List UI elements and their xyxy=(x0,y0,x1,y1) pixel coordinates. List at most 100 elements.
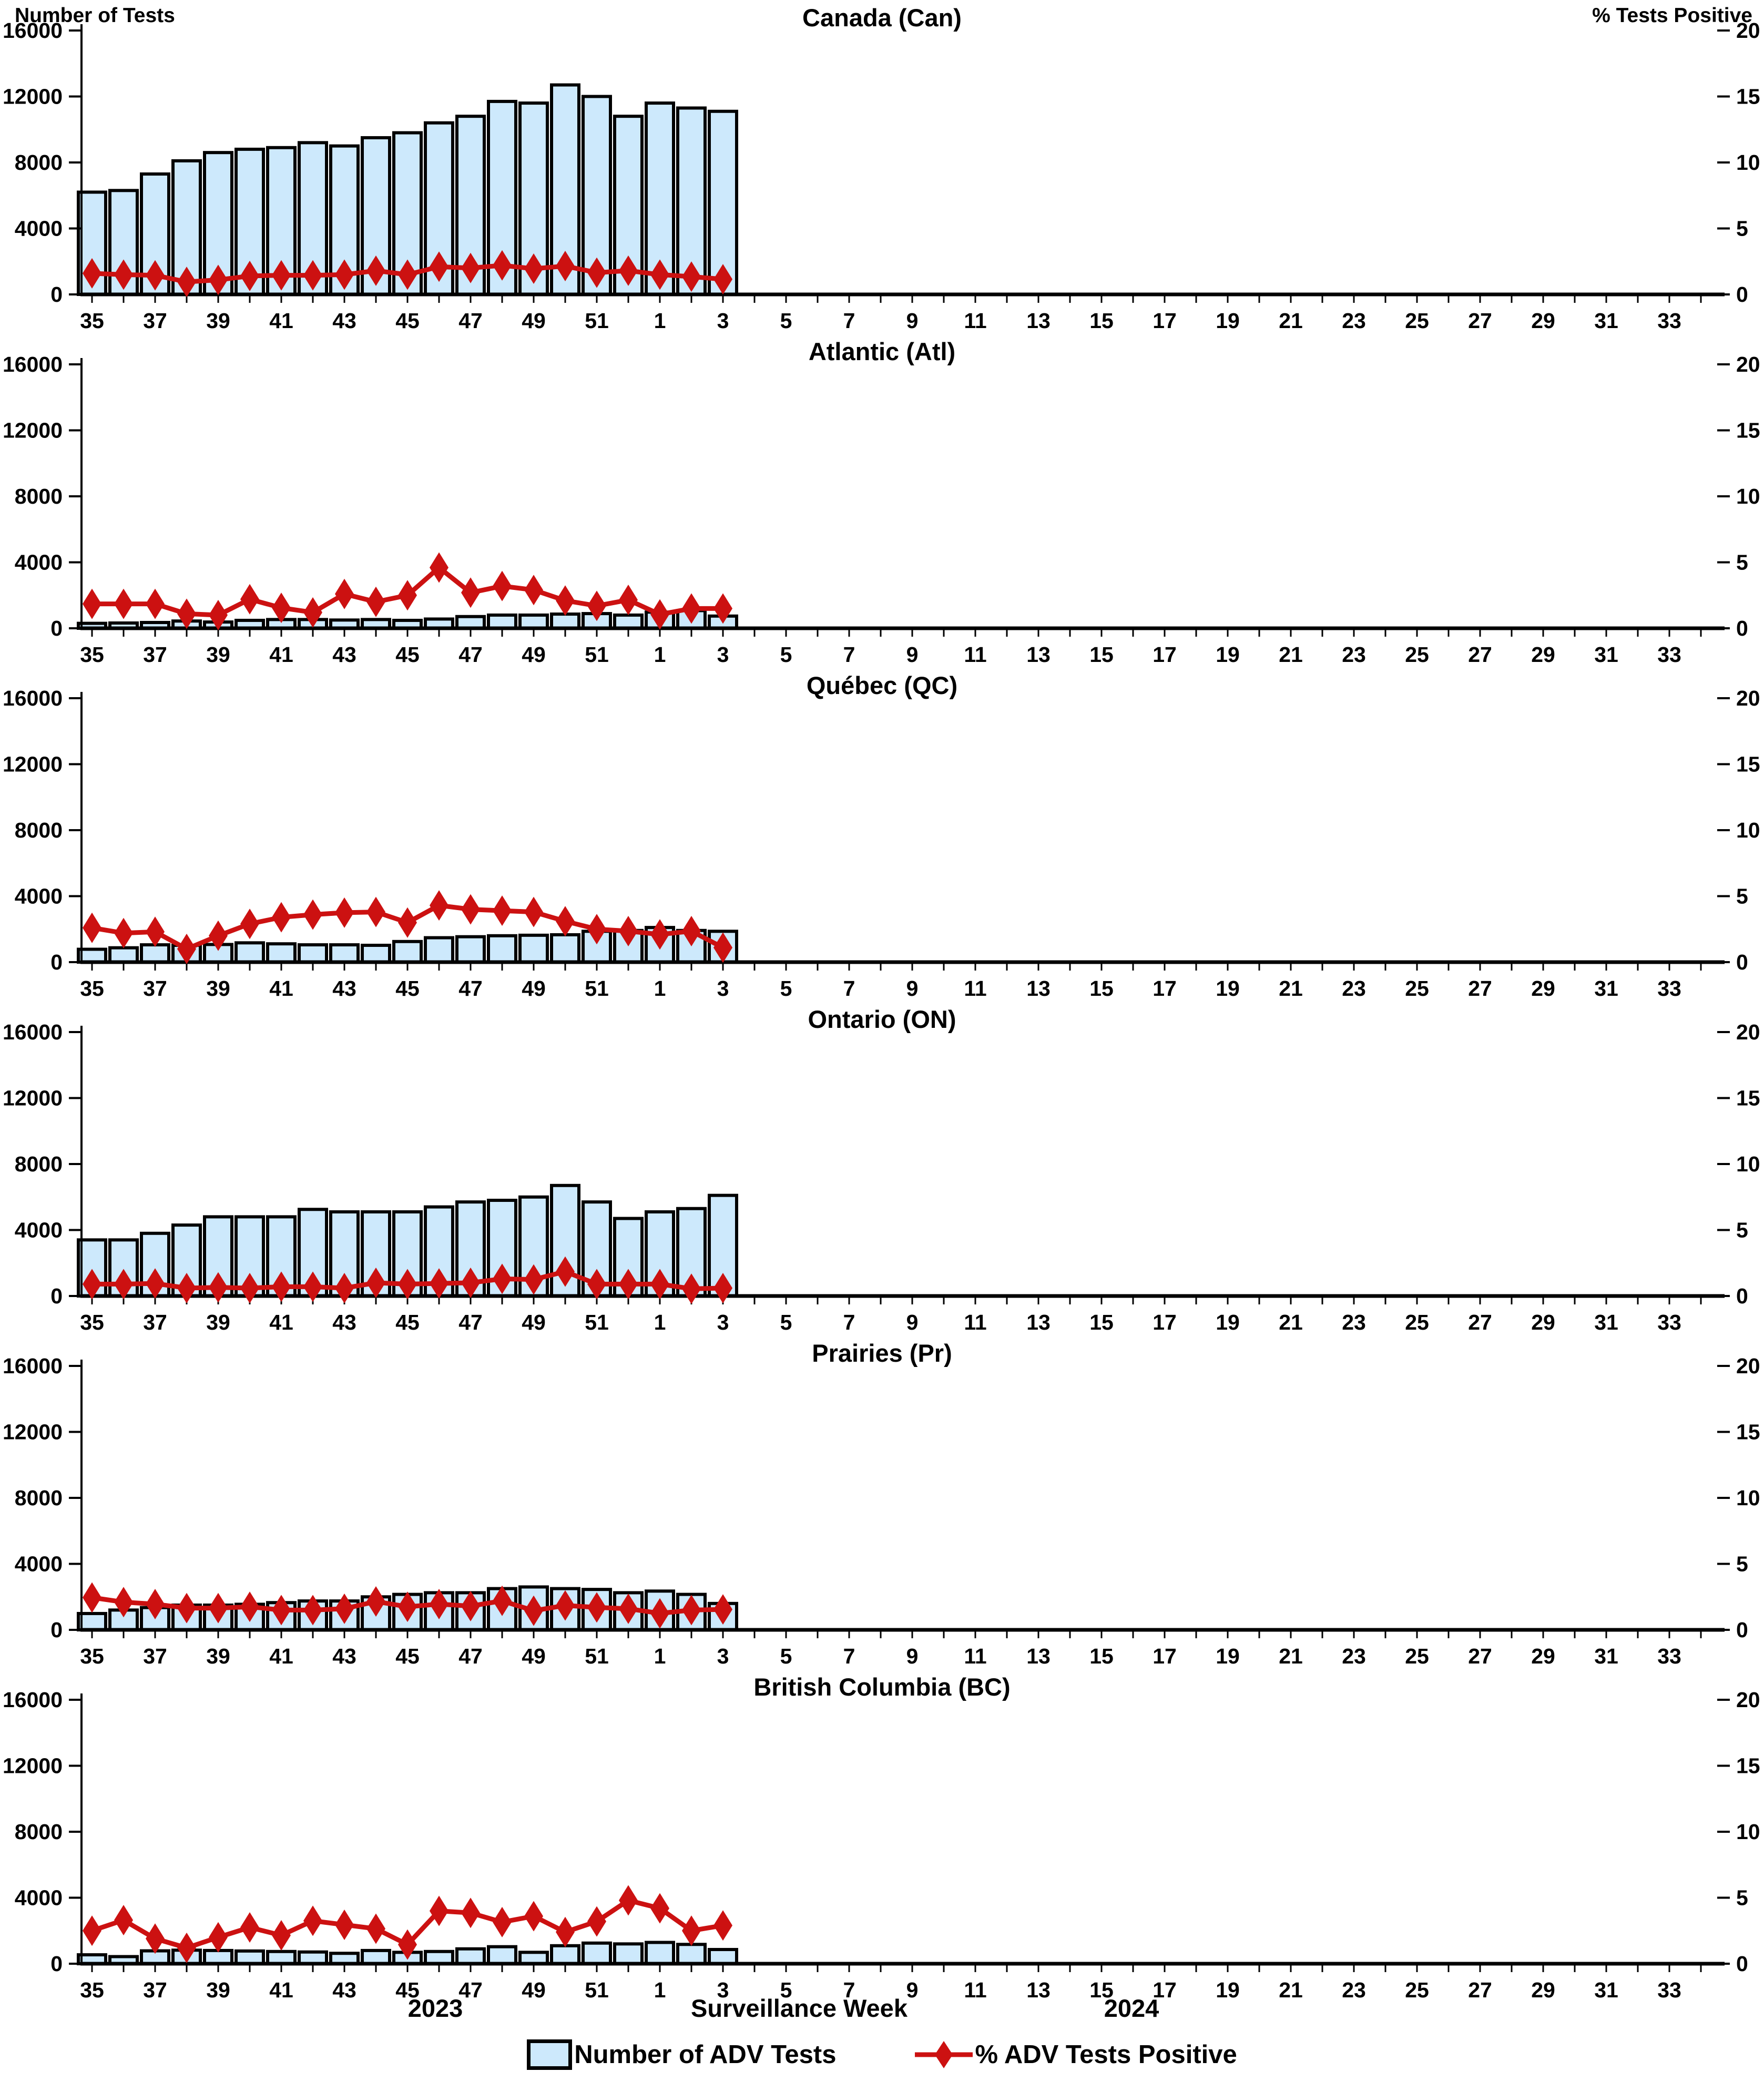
pct-marker-week-47 xyxy=(461,1590,480,1621)
week-label: 15 xyxy=(1089,1644,1114,1668)
week-label: 23 xyxy=(1342,1310,1366,1334)
week-label: 29 xyxy=(1531,1310,1555,1334)
pct-marker-week-3 xyxy=(713,1910,732,1941)
week-label: 11 xyxy=(964,1978,986,2002)
pct-marker-week-43 xyxy=(335,897,354,928)
week-label: 41 xyxy=(269,309,293,333)
pct-marker-week-41 xyxy=(272,902,291,933)
pct-marker-week-52 xyxy=(619,255,638,286)
pct-marker-week-41 xyxy=(272,1271,291,1302)
pct-marker-week-2 xyxy=(682,593,701,624)
week-label: 43 xyxy=(332,976,356,1001)
week-label: 31 xyxy=(1594,1978,1618,2002)
right-axis-tick-label: 20 xyxy=(1736,686,1760,710)
week-label: 33 xyxy=(1657,642,1681,667)
pct-marker-week-38 xyxy=(177,1932,196,1963)
pct-marker-week-38 xyxy=(177,1593,196,1624)
week-label: 17 xyxy=(1153,1978,1177,2002)
pct-marker-week-40 xyxy=(240,260,259,291)
week-label: 9 xyxy=(906,1644,919,1668)
panel-quebec: Québec (QC) 0 4000 8000 12000 16000 0 5 10 15 20 3… xyxy=(0,668,1764,1002)
left-axis-tick-label: 8000 xyxy=(15,484,63,508)
pct-marker-week-1 xyxy=(650,1269,669,1300)
week-label: 45 xyxy=(395,1310,420,1334)
bar-week-47 xyxy=(455,935,486,964)
week-label: 49 xyxy=(522,1978,546,2002)
week-label: 25 xyxy=(1405,309,1429,333)
week-label: 27 xyxy=(1468,309,1492,333)
x-axis-title: Surveillance Week xyxy=(691,1994,908,2022)
right-axis-tick-label: 10 xyxy=(1736,1820,1760,1844)
pct-marker-week-52 xyxy=(619,585,638,616)
panel-title-bc: British Columbia (BC) xyxy=(753,1673,1011,1701)
week-label: 27 xyxy=(1468,642,1492,667)
week-label: 7 xyxy=(843,1978,855,2002)
pct-marker-week-42 xyxy=(303,1595,322,1626)
left-axis-tick-label: 4000 xyxy=(15,550,63,575)
week-label: 41 xyxy=(269,1310,293,1334)
bar-week-48 xyxy=(487,934,517,964)
pct-marker-week-2 xyxy=(682,916,701,947)
week-label: 21 xyxy=(1279,976,1303,1001)
pct-marker-week-36 xyxy=(114,1905,133,1936)
pct-marker-week-52 xyxy=(619,1885,638,1916)
week-label: 43 xyxy=(332,309,356,333)
week-label: 37 xyxy=(143,642,167,667)
right-axis-tick-label: 20 xyxy=(1736,1688,1760,1712)
pct-marker-week-45 xyxy=(398,1929,417,1960)
week-label: 33 xyxy=(1657,309,1681,333)
week-label: 29 xyxy=(1531,1978,1555,2002)
week-label: 39 xyxy=(206,976,230,1001)
pct-marker-week-48 xyxy=(493,895,512,926)
right-axis-tick-label: 20 xyxy=(1736,352,1760,376)
week-label: 47 xyxy=(458,1310,483,1334)
panel-title-ontario: Ontario (ON) xyxy=(808,1005,956,1033)
pct-marker-week-3 xyxy=(713,1594,732,1625)
left-axis-tick-label: 4000 xyxy=(15,1218,63,1242)
week-label: 49 xyxy=(522,309,546,333)
left-axis-tick-label: 4000 xyxy=(15,1886,63,1910)
week-label: 5 xyxy=(780,1644,792,1668)
bar-week-3 xyxy=(708,1193,738,1298)
week-label: 11 xyxy=(964,976,986,1001)
week-label: 15 xyxy=(1089,309,1114,333)
pct-marker-week-49 xyxy=(524,1901,543,1932)
pct-marker-week-46 xyxy=(430,1268,448,1299)
pct-marker-week-48 xyxy=(493,1906,512,1937)
week-label: 31 xyxy=(1594,1644,1618,1668)
right-axis-tick-label: 20 xyxy=(1736,18,1760,43)
week-label: 7 xyxy=(843,976,855,1001)
pct-marker-week-35 xyxy=(83,258,101,289)
bar-week-50 xyxy=(550,1944,580,1966)
pct-marker-week-42 xyxy=(303,597,322,628)
week-label: 23 xyxy=(1342,309,1366,333)
pct-marker-week-2 xyxy=(682,261,701,292)
pct-marker-week-1 xyxy=(650,919,669,950)
week-label: 19 xyxy=(1216,1978,1240,2002)
pct-marker-week-36 xyxy=(114,259,133,290)
pct-marker-week-45 xyxy=(398,1269,417,1300)
pct-marker-week-42 xyxy=(303,899,322,930)
right-axis-tick-label: 5 xyxy=(1736,550,1748,575)
week-label: 25 xyxy=(1405,1978,1429,2002)
pct-marker-week-48 xyxy=(493,1263,512,1294)
right-axis-tick-label: 15 xyxy=(1736,1086,1760,1110)
pct-marker-week-39 xyxy=(209,264,228,295)
pct-marker-week-39 xyxy=(209,1922,228,1953)
pct-marker-week-51 xyxy=(587,914,606,945)
week-label: 19 xyxy=(1216,1310,1240,1334)
pct-marker-week-43 xyxy=(335,259,354,290)
week-label: 3 xyxy=(717,309,729,333)
bar-week-3 xyxy=(708,1948,738,1966)
pct-marker-week-38 xyxy=(177,1272,196,1303)
pct-marker-week-44 xyxy=(366,1913,385,1944)
week-label: 47 xyxy=(458,1644,483,1668)
pct-marker-week-43 xyxy=(335,1272,354,1303)
right-axis-title: % Tests Positive xyxy=(1592,4,1752,27)
pct-marker-week-45 xyxy=(398,907,417,938)
week-label: 41 xyxy=(269,1978,293,2002)
pct-marker-week-42 xyxy=(303,260,322,291)
pct-marker-week-1 xyxy=(650,1598,669,1629)
week-label: 25 xyxy=(1405,1310,1429,1334)
week-label: 3 xyxy=(717,642,729,667)
